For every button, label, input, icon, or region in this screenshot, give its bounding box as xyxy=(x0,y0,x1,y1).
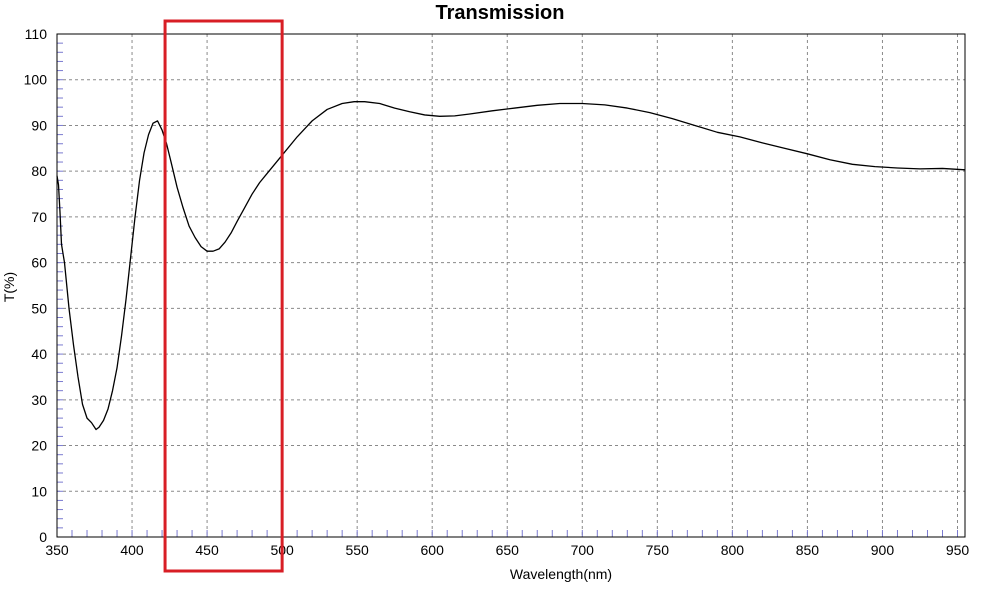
y-tick-label: 50 xyxy=(31,300,47,316)
y-tick-label: 30 xyxy=(31,392,47,408)
x-tick-label: 350 xyxy=(45,542,69,558)
x-axis-label: Wavelength(nm) xyxy=(510,566,612,582)
x-tick-label: 650 xyxy=(496,542,520,558)
y-tick-label: 70 xyxy=(31,209,47,225)
y-tick-label: 10 xyxy=(31,483,47,499)
highlight-rectangle xyxy=(163,19,284,573)
x-tick-label: 900 xyxy=(871,542,895,558)
y-tick-label: 40 xyxy=(31,346,47,362)
y-tick-label: 80 xyxy=(31,163,47,179)
minor-ticks xyxy=(56,33,958,538)
x-tick-label: 600 xyxy=(421,542,445,558)
y-tick-label: 110 xyxy=(25,26,48,42)
x-tick-label: 400 xyxy=(120,542,144,558)
transmission-series-line xyxy=(56,101,966,431)
plot-area-frame xyxy=(56,33,966,538)
y-tick-label: 100 xyxy=(24,72,48,88)
x-tick-label: 450 xyxy=(195,542,219,558)
x-tick-label: 750 xyxy=(646,542,670,558)
y-axis-label: T(%) xyxy=(1,272,17,302)
x-tick-label: 850 xyxy=(796,542,820,558)
x-tick-label: 550 xyxy=(345,542,369,558)
y-tick-label: 0 xyxy=(39,529,47,545)
chart-title: Transmission xyxy=(435,2,565,24)
y-tick-label: 90 xyxy=(31,117,47,133)
y-tick-label: 60 xyxy=(31,255,47,271)
x-tick-label: 800 xyxy=(721,542,745,558)
y-tick-label: 20 xyxy=(31,438,47,454)
grid-lines xyxy=(57,34,965,537)
x-tick-label: 700 xyxy=(571,542,595,558)
y-tick-labels: 0 10 20 30 40 50 60 70 80 90 100 110 xyxy=(24,26,48,545)
x-tick-label: 950 xyxy=(946,542,970,558)
x-tick-labels: 350 400 450 500 550 600 650 700 750 800 850 900 950 xyxy=(45,542,969,558)
